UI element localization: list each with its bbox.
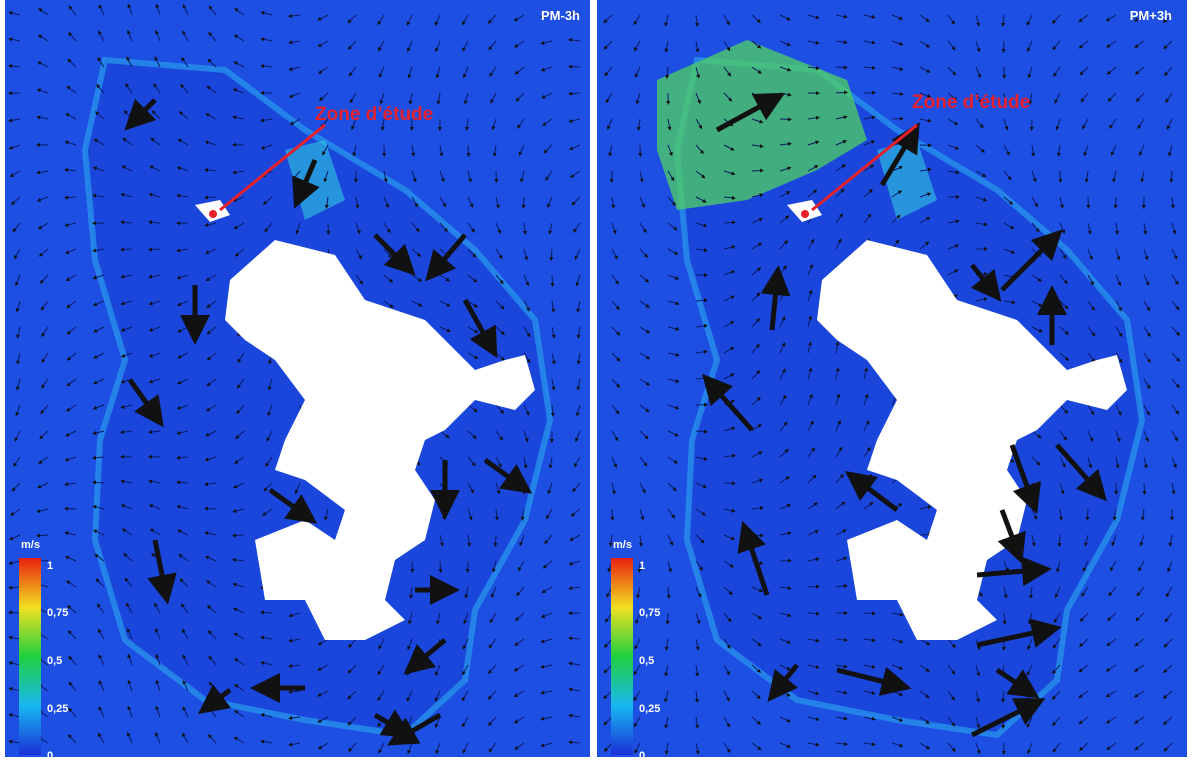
colorbar-tick: 0,75 <box>47 607 68 619</box>
colorbar-tick: 0,75 <box>639 607 660 619</box>
flow-vector <box>1087 509 1088 519</box>
flow-vector <box>122 249 132 250</box>
study-site <box>801 210 809 218</box>
flow-vector <box>10 612 20 613</box>
colorbar-tick: 0,25 <box>47 703 68 715</box>
flow-vector <box>836 92 846 93</box>
legend-unit: m/s <box>21 539 40 551</box>
flow-vector <box>836 67 846 68</box>
flow-vector <box>1059 535 1060 545</box>
panel-label: PM-3h <box>541 8 580 23</box>
page: {"panels": [ {"label": "PM-3h", "annotat… <box>0 0 1192 762</box>
flow-vector <box>495 535 496 545</box>
colorbar <box>611 558 633 755</box>
colorbar-tick: 1 <box>47 560 53 572</box>
flow-vector <box>234 535 244 536</box>
flow-vector <box>1144 483 1145 493</box>
colorbar-tick: 0,5 <box>47 655 62 667</box>
flow-vector <box>808 586 818 587</box>
flow-vector <box>150 249 160 250</box>
flow-vector <box>206 197 216 198</box>
map-panel: PM+3h Zone d’étude m/s 1 0,75 0,5 0,25 0 <box>597 0 1187 757</box>
colorbar-tick: 0,5 <box>639 655 654 667</box>
panel-label: PM+3h <box>1130 8 1172 23</box>
annotation: Zone d’étude <box>912 92 1030 113</box>
annotation: Zone d’étude <box>315 104 433 125</box>
colorbar-tick: 0 <box>47 750 53 757</box>
flow-vector <box>667 613 668 623</box>
flow-vector <box>66 197 76 198</box>
map-panel: PM-3h Zone d’étude m/s 1 0,75 0,5 0,25 0 <box>5 0 590 757</box>
colorbar-tick: 0,25 <box>639 703 660 715</box>
flow-vector <box>752 535 762 536</box>
flow-vector <box>440 561 441 571</box>
flow-vector <box>523 197 524 207</box>
colorbar-tick: 0 <box>639 750 645 757</box>
study-site <box>209 210 217 218</box>
flow-vector <box>38 535 48 536</box>
colorbar-tick: 1 <box>639 560 645 572</box>
colorbar <box>19 558 41 755</box>
flow-vector <box>468 145 469 155</box>
flow-vector <box>552 275 553 285</box>
legend-unit: m/s <box>613 539 632 551</box>
flow-vector <box>1003 41 1004 51</box>
